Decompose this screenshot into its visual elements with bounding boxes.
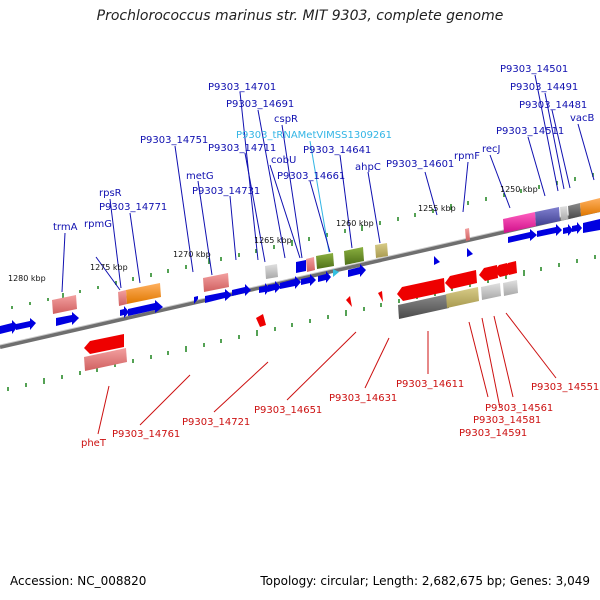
accession-text: Accession: NC_008820 [10, 574, 147, 588]
gene-label: P9303_14631 [329, 393, 397, 404]
scale-label: 1250 kbp [500, 185, 538, 194]
gene-arrow [479, 265, 498, 281]
gene-label: P9303_14601 [386, 159, 454, 170]
forward-strand-genes [0, 219, 600, 334]
gene-arrow [445, 270, 477, 289]
gene-label: P9303_14641 [303, 145, 371, 156]
gene-label: P9303_14501 [500, 64, 568, 75]
gene-label: P9303_14561 [485, 403, 553, 414]
scale-label: 1275 kbp [90, 263, 128, 272]
gene-arrow [128, 300, 163, 316]
genome-backbone-highlight [0, 207, 600, 346]
gene-label: P9303_14481 [519, 100, 587, 111]
gene-arrow [120, 306, 129, 318]
trna-label: P9303_tRNAMetVIMSS1309261 [236, 130, 392, 141]
scale-label: 1270 kbp [173, 250, 211, 259]
gene-arrow [0, 320, 18, 334]
gene-label: P9303_14551 [531, 382, 599, 393]
gene-label: P9303_14651 [254, 405, 322, 416]
gene-label: P9303_14731 [192, 186, 260, 197]
gene-label: cobU [271, 155, 296, 166]
gene-arrow [56, 312, 79, 326]
map-title: Prochlorococcus marinus str. MIT 9303, c… [96, 8, 504, 24]
gene-label: rpmF [454, 151, 480, 162]
gene-arrow [232, 284, 251, 296]
gene-label: recJ [482, 144, 501, 155]
gene-label: rpsR [99, 188, 122, 199]
gene-arrow [537, 224, 562, 237]
gene-label: P9303_14701 [208, 82, 276, 93]
gene-label: cspR [274, 114, 298, 125]
gene-label: trmA [53, 222, 78, 233]
gene-label: P9303_14751 [140, 135, 208, 146]
lower-tick-row [7, 255, 596, 391]
gene-arrow [301, 274, 316, 286]
gene-label: pheT [81, 438, 107, 449]
gene-arrow [194, 296, 198, 304]
upper-leader-lines [61, 74, 595, 293]
scale-label: 1280 kbp [8, 274, 46, 283]
scale-label: 1260 kbp [336, 219, 374, 228]
gene-arrow [84, 334, 124, 354]
genome-backbone [0, 208, 600, 349]
gene-label: P9303_14581 [473, 415, 541, 426]
gene-label: P9303_14661 [277, 171, 345, 182]
gene-arrow [268, 281, 281, 293]
gene-label: P9303_14761 [112, 429, 180, 440]
gene-arrow [563, 224, 573, 236]
upper-tick-row [11, 173, 594, 309]
gene-arrow [583, 219, 600, 233]
gene-arrow [503, 261, 517, 275]
upper-ortholog-blocks [52, 198, 600, 314]
reverse-strand-genes [84, 261, 517, 354]
gene-arrow [378, 291, 383, 302]
lower-ortholog-blocks [84, 280, 518, 371]
lower-leader-lines [97, 312, 557, 435]
lower-gene-labels: pheT P9303_14761 P9303_14721 P9303_14651… [81, 379, 599, 449]
gene-label: P9303_14591 [459, 428, 527, 439]
gene-label: P9303_14491 [510, 82, 578, 93]
gene-label: P9303_14711 [208, 143, 276, 154]
gene-arrow [280, 276, 301, 289]
gene-label: P9303_14771 [99, 202, 167, 213]
gene-label: P9303_14691 [226, 99, 294, 110]
trna-marker [333, 269, 339, 277]
gene-arrow [467, 248, 473, 257]
gene-label: ahpC [355, 162, 381, 173]
upper-gene-labels: trmA rpmG rpsR P9303_14771 P9303_14751 m… [53, 64, 595, 233]
gene-arrow [508, 229, 537, 243]
gene-label: P9303_14611 [396, 379, 464, 390]
gene-arrow [494, 263, 508, 277]
gene-label: P9303_14511 [496, 126, 564, 137]
gene-arrow [259, 283, 270, 295]
gene-arrow [346, 296, 352, 307]
scale-labels: 1280 kbp 1275 kbp 1270 kbp 1265 kbp 1260… [8, 185, 538, 283]
scale-label: 1265 kbp [254, 236, 292, 245]
gene-arrow [256, 314, 266, 327]
gene-arrow [572, 222, 582, 234]
genome-summary-text: Topology: circular; Length: 2,682,675 bp… [260, 574, 590, 588]
gene-arrow [205, 289, 232, 303]
gene-arrow [348, 264, 366, 277]
gene-arrow [296, 260, 306, 273]
gene-label: P9303_14721 [182, 417, 250, 428]
gene-arrow [434, 256, 440, 265]
gene-label: metG [186, 171, 214, 182]
scale-label: 1255 kbp [418, 204, 456, 213]
gene-label: rpmG [84, 219, 112, 230]
gene-arrow [16, 318, 36, 330]
gene-arrow [397, 278, 445, 301]
gene-arrow [318, 271, 331, 283]
gene-label: vacB [570, 113, 595, 124]
